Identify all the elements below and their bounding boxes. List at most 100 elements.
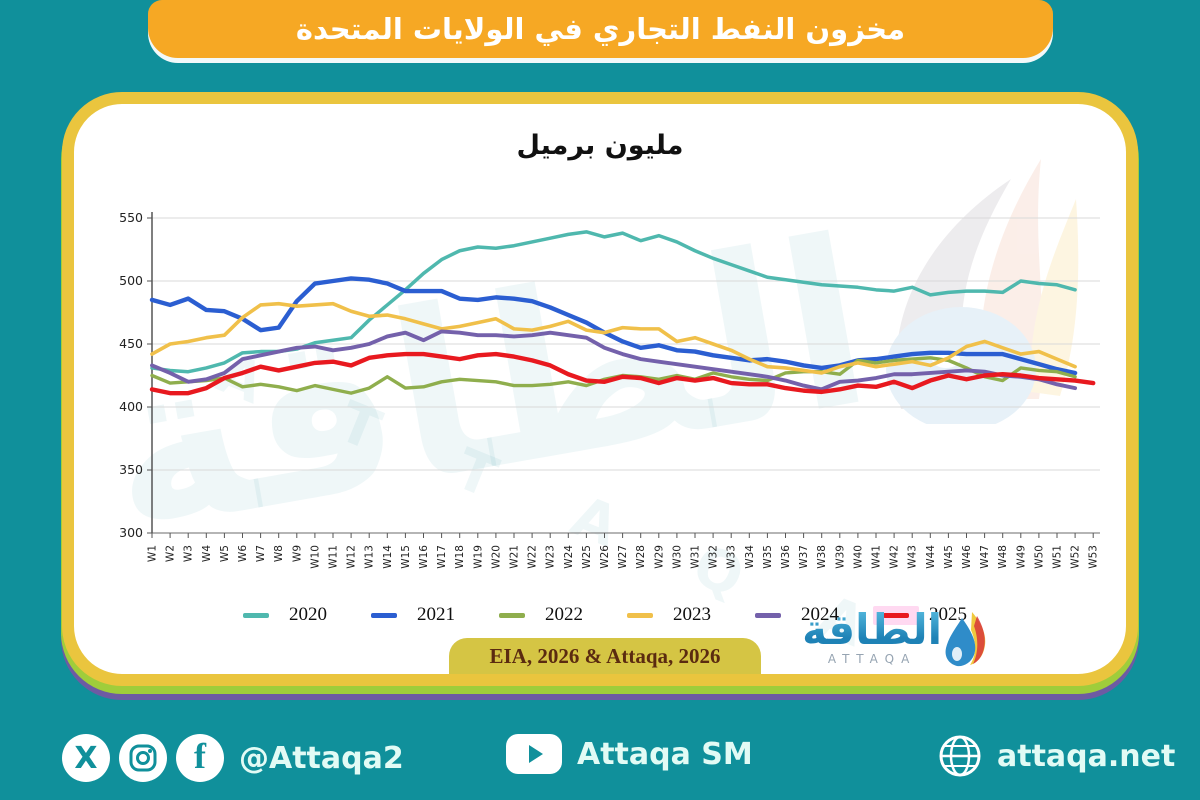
x-axis-label: W42 bbox=[889, 545, 901, 569]
legend-label: 2023 bbox=[673, 604, 711, 625]
legend-label: 2025 bbox=[929, 604, 967, 625]
x-axis-label: W40 bbox=[852, 545, 864, 569]
legend-item-2024: 2024 bbox=[745, 604, 839, 626]
x-axis-label: W29 bbox=[653, 545, 665, 569]
x-axis-label: W21 bbox=[509, 545, 521, 569]
legend-label: 2021 bbox=[417, 604, 455, 625]
legend-swatch-line bbox=[499, 612, 525, 618]
x-axis-label: W32 bbox=[708, 545, 720, 569]
youtube-label[interactable]: Attaqa SM bbox=[577, 736, 753, 772]
y-axis-label: 450 bbox=[119, 336, 143, 351]
legend-item-2023: 2023 bbox=[617, 604, 711, 626]
y-axis-label: 500 bbox=[119, 273, 143, 288]
social-handle[interactable]: @Attaqa2 bbox=[239, 740, 404, 776]
series-line-2025 bbox=[149, 351, 1096, 396]
facebook-icon[interactable]: f bbox=[176, 734, 224, 782]
x-axis-label: W15 bbox=[400, 545, 412, 569]
instagram-icon[interactable] bbox=[119, 734, 167, 782]
x-axis-label: W16 bbox=[418, 545, 430, 569]
x-axis-label: W35 bbox=[762, 545, 774, 569]
x-axis-label: W28 bbox=[635, 545, 647, 569]
logo-arabic: الطاقة bbox=[802, 605, 942, 654]
x-axis-label: W1 bbox=[147, 545, 159, 562]
legend-label: 2022 bbox=[545, 604, 583, 625]
footer: X f @Attaqa2 Attaqa SM attaqa.net bbox=[0, 710, 1200, 800]
x-axis-label: W39 bbox=[834, 545, 846, 569]
x-axis-label: W49 bbox=[1015, 545, 1027, 569]
banner-title: مخزون النفط التجاري في الولايات المتحدة bbox=[295, 12, 906, 46]
x-axis-label: W31 bbox=[690, 545, 702, 569]
x-axis-label: W26 bbox=[599, 545, 611, 569]
x-axis-label: W53 bbox=[1088, 545, 1100, 569]
legend-swatch bbox=[617, 606, 663, 625]
y-axis-label: 400 bbox=[119, 399, 143, 414]
chart-legend: 2020 2021 2022 2023 2024 2025 bbox=[74, 604, 1126, 626]
legend-swatch bbox=[745, 606, 791, 625]
x-axis-label: W8 bbox=[273, 545, 285, 562]
x-axis-label: W44 bbox=[925, 545, 937, 569]
x-axis-label: W10 bbox=[309, 545, 321, 569]
x-axis-label: W36 bbox=[780, 545, 792, 569]
x-axis-label: W27 bbox=[617, 545, 629, 569]
x-axis-label: W51 bbox=[1052, 545, 1064, 569]
chart-svg: 300 350 400 450 500 550 W1 W2 W3 W4 W5 W6 W7 W8 W9 W10 W… bbox=[119, 210, 1100, 569]
legend-swatch bbox=[361, 606, 407, 625]
website-label[interactable]: attaqa.net bbox=[997, 738, 1176, 774]
legend-swatch bbox=[873, 605, 919, 625]
x-axis-label: W47 bbox=[979, 545, 991, 569]
x-axis-label: W18 bbox=[454, 545, 466, 569]
x-axis-label: W46 bbox=[961, 545, 973, 569]
legend-swatch-line bbox=[627, 612, 653, 618]
legend-swatch-line bbox=[755, 612, 781, 618]
source-label: EIA, 2026 & Attaqa, 2026 bbox=[489, 643, 721, 668]
x-axis-label: W33 bbox=[726, 545, 738, 569]
social-links-group: X f @Attaqa2 bbox=[62, 734, 404, 782]
x-axis-label: W30 bbox=[671, 545, 683, 569]
x-axis-label: W2 bbox=[165, 545, 177, 562]
x-axis-label: W17 bbox=[436, 545, 448, 569]
y-axis-label: 550 bbox=[119, 210, 143, 225]
legend-swatch-line bbox=[883, 612, 909, 618]
x-axis-label: W43 bbox=[907, 545, 919, 569]
x-axis-label: W5 bbox=[219, 545, 231, 562]
youtube-group: Attaqa SM bbox=[506, 734, 753, 774]
source-box: EIA, 2026 & Attaqa, 2026 bbox=[449, 638, 761, 674]
chart-title: مليون برميل bbox=[516, 130, 684, 161]
x-axis-label: W23 bbox=[545, 545, 557, 569]
y-axis-label: 350 bbox=[119, 462, 143, 477]
globe-icon[interactable] bbox=[938, 734, 982, 778]
legend-item-2025: 2025 bbox=[873, 604, 967, 626]
x-axis-label: W6 bbox=[237, 545, 249, 562]
x-axis-label: W24 bbox=[563, 545, 575, 569]
logo-latin: ATTAQA bbox=[827, 652, 917, 666]
legend-swatch bbox=[489, 606, 535, 625]
title-banner: مخزون النفط التجاري في الولايات المتحدة bbox=[148, 0, 1053, 58]
legend-item-2020: 2020 bbox=[233, 604, 327, 626]
x-axis-label: W12 bbox=[346, 545, 358, 569]
x-axis-label: W50 bbox=[1033, 545, 1045, 569]
x-axis-label: W48 bbox=[997, 545, 1009, 569]
youtube-icon[interactable] bbox=[506, 734, 562, 774]
attaqa-logo: الطاقة ATTAQA bbox=[802, 605, 988, 668]
x-icon[interactable]: X bbox=[62, 734, 110, 782]
legend-item-2022: 2022 bbox=[489, 604, 583, 626]
x-axis-label: W34 bbox=[744, 545, 756, 569]
legend-item-2021: 2021 bbox=[361, 604, 455, 626]
x-axis-label: W14 bbox=[382, 545, 394, 569]
x-axis-label: W3 bbox=[183, 545, 195, 562]
website-group: attaqa.net bbox=[938, 734, 1175, 778]
y-axis-label: 300 bbox=[119, 525, 143, 540]
x-axis-label: W45 bbox=[943, 545, 955, 569]
x-axis-label: W25 bbox=[581, 545, 593, 569]
x-axis-label: W9 bbox=[291, 545, 303, 562]
legend-swatch-line bbox=[243, 612, 269, 618]
legend-swatch-line bbox=[371, 612, 397, 618]
x-axis-label: W38 bbox=[816, 545, 828, 569]
chart-card: الطاقة A T T A Q A مليون برميل 300 350 400… bbox=[62, 92, 1138, 686]
legend-swatch bbox=[233, 606, 279, 625]
x-axis-label: W52 bbox=[1070, 545, 1082, 569]
x-axis-label: W37 bbox=[798, 545, 810, 569]
x-axis-label: W19 bbox=[472, 545, 484, 569]
x-axis-label: W4 bbox=[201, 545, 213, 562]
